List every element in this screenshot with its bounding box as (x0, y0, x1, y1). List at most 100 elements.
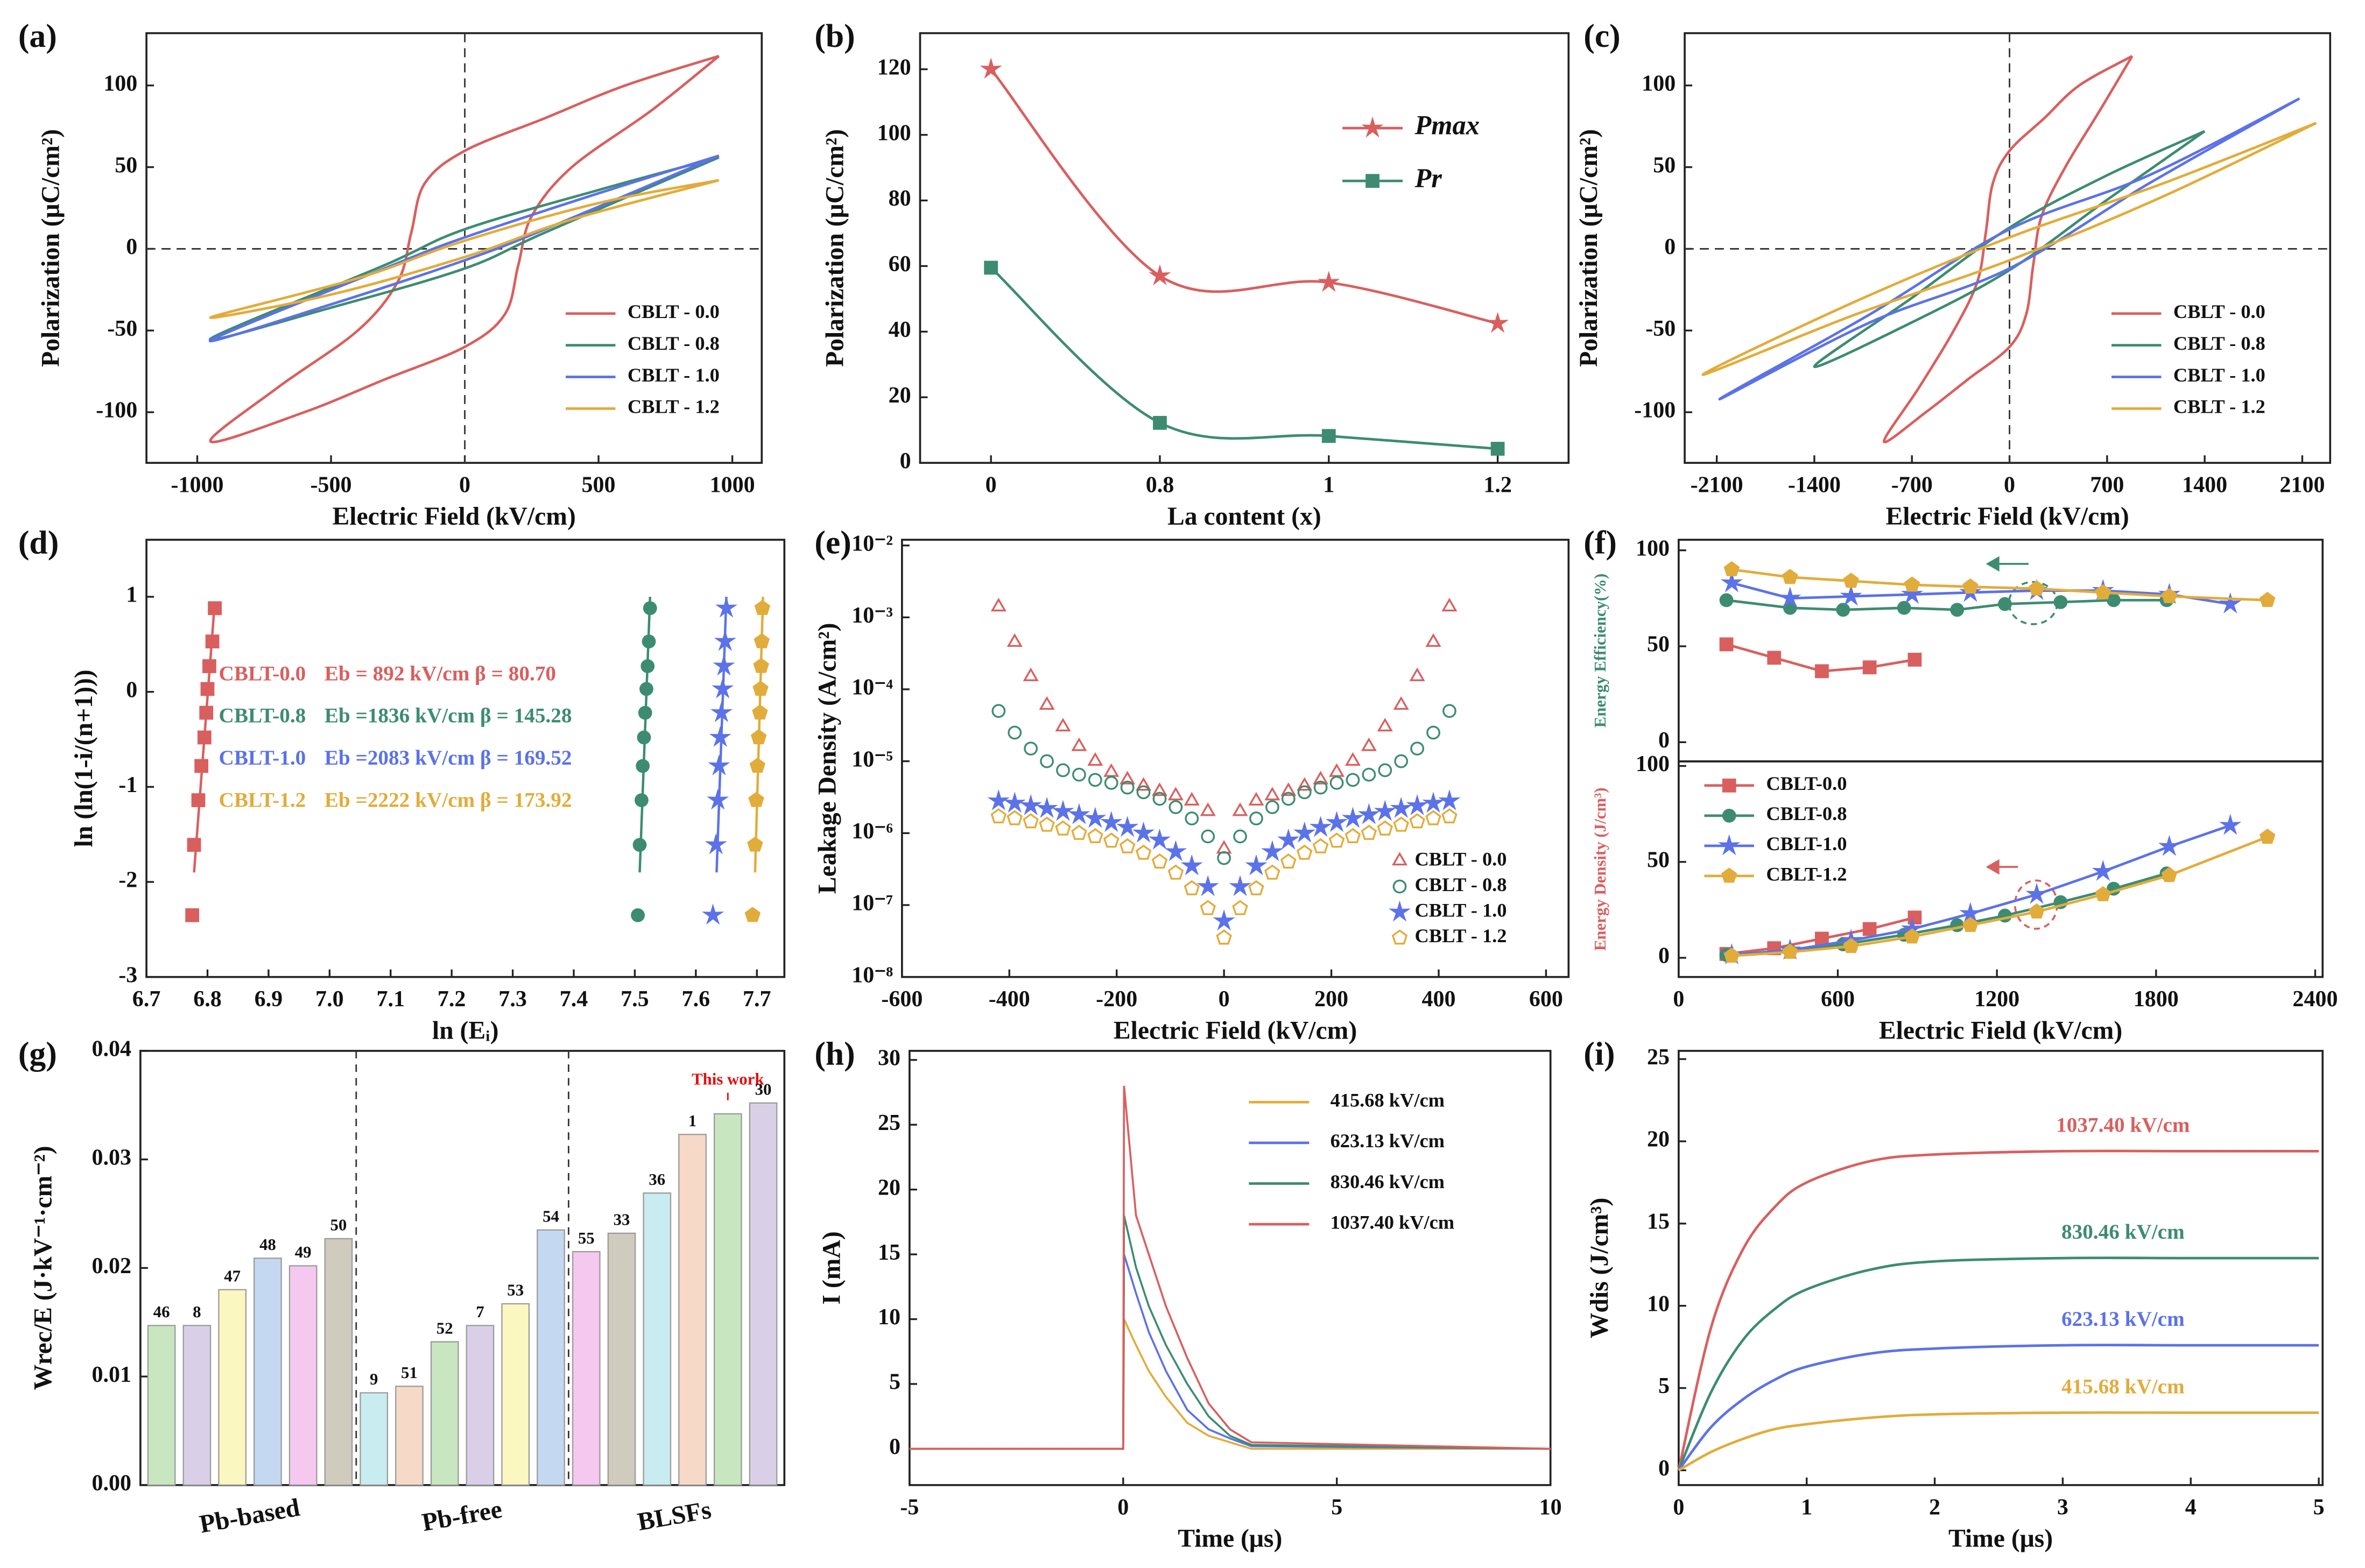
y-axis-label: Energy Efficiency(%) (1591, 574, 1609, 728)
group-label: Pb-based (198, 1494, 302, 1539)
marker (1229, 875, 1251, 896)
y-tick-label: 15 (878, 1240, 900, 1265)
series-line (1677, 1344, 2319, 1471)
marker (632, 838, 647, 852)
marker (1406, 794, 1428, 815)
marker (984, 260, 998, 275)
marker (185, 908, 200, 922)
arrow-head (1986, 556, 2000, 572)
marker (748, 792, 764, 807)
marker (1361, 824, 1377, 840)
y-tick-label: 0 (1664, 235, 1676, 259)
bar (466, 1325, 495, 1486)
marker (2161, 588, 2178, 603)
marker (1908, 653, 1922, 667)
x-axis-label: Electric Field (kV/cm) (1114, 1016, 1357, 1044)
y-tick-label: -50 (1645, 316, 1676, 341)
marker (1201, 829, 1215, 844)
x-tick-label: 0 (2004, 473, 2015, 498)
x-tick-label: 0.8 (1146, 473, 1174, 498)
x-tick-label: 700 (2090, 473, 2124, 498)
legend-label: CBLT - 0.0 (628, 301, 720, 322)
marker (1720, 571, 1743, 592)
series-line (1813, 130, 2206, 369)
marker (2161, 867, 2178, 882)
y-tick-label: -1 (118, 773, 137, 797)
panel-label: (e) (814, 524, 851, 561)
series-line (990, 266, 1498, 450)
marker (1393, 816, 1409, 832)
marker (1024, 741, 1038, 756)
y-tick-label: 20 (889, 383, 911, 408)
x-tick-label: 7.5 (621, 987, 649, 1012)
x-tick-label: 600 (1821, 987, 1855, 1012)
y-tick-label: 120 (877, 55, 911, 80)
series-line (1726, 872, 2167, 957)
bar (643, 1192, 672, 1486)
marker (1723, 561, 1740, 576)
bar (288, 1265, 318, 1486)
marker (1297, 785, 1312, 800)
series-line (209, 54, 720, 443)
x-tick-label: 7.3 (498, 987, 527, 1012)
bar (678, 1134, 707, 1486)
x-tick-label: 1.2 (1483, 473, 1512, 498)
marker (2025, 882, 2048, 904)
panel-label: (b) (814, 18, 855, 54)
marker (2053, 595, 2068, 609)
marker (1088, 773, 1102, 787)
marker (1719, 593, 1734, 608)
legend-label: CBLT - 0.8 (2173, 333, 2265, 354)
legend-label: CBLT - 1.2 (628, 396, 720, 418)
marker (1116, 816, 1139, 837)
marker (1164, 840, 1187, 861)
x-tick-label: 5 (1331, 1495, 1342, 1520)
marker (1441, 808, 1458, 824)
marker (1006, 633, 1023, 647)
marker (2107, 593, 2121, 608)
y-axis-label: I (mA) (818, 1231, 846, 1304)
series-line (1678, 1411, 2319, 1472)
marker (643, 601, 657, 616)
marker (187, 838, 201, 852)
panel-label: (f) (1583, 524, 1617, 561)
marker (1904, 928, 1920, 944)
panel-label: (a) (18, 18, 57, 54)
plot-frame (1678, 539, 2324, 762)
marker (1962, 578, 1979, 594)
marker (200, 682, 215, 696)
series-line (208, 156, 720, 342)
marker (1722, 778, 1736, 793)
marker (1072, 767, 1086, 782)
y-tick-label: 15 (1647, 1210, 1670, 1234)
marker (1345, 828, 1361, 843)
marker (1248, 792, 1264, 806)
x-tick-label: 1400 (2182, 473, 2227, 498)
marker (1056, 763, 1070, 778)
marker (1216, 840, 1232, 854)
marker (199, 705, 214, 720)
marker (1008, 725, 1022, 740)
marker (991, 704, 1006, 718)
x-tick-label: 4 (2185, 1495, 2197, 1520)
marker (1087, 828, 1103, 843)
marker (1378, 763, 1392, 778)
marker (1904, 576, 1920, 592)
x-tick-label: 400 (1421, 987, 1455, 1012)
marker (1217, 851, 1231, 865)
marker (1409, 813, 1425, 829)
annotation-arrows (1986, 556, 2058, 930)
marker (1084, 807, 1107, 828)
series-label: 830.46 kV/cm (2061, 1220, 2185, 1244)
bar (218, 1289, 247, 1486)
marker (1374, 800, 1396, 821)
x-tick-label: 6.9 (255, 987, 283, 1012)
y-tick-label: 10⁻⁶ (851, 819, 893, 844)
marker (1490, 442, 1505, 456)
y-tick-label: 25 (1647, 1045, 1670, 1070)
marker (1232, 900, 1248, 915)
y-tick-label: 10⁻⁸ (851, 963, 893, 987)
x-tick-label: 0 (1673, 987, 1684, 1012)
marker (1782, 569, 1798, 584)
series-line (1677, 1149, 2319, 1471)
